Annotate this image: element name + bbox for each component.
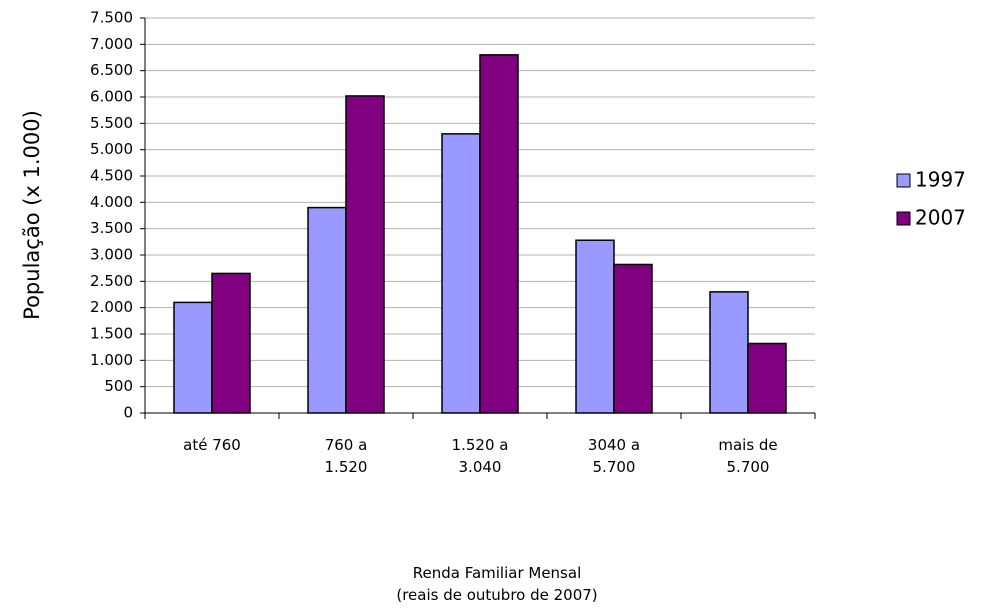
legend-swatch [896,211,911,226]
bar [173,301,213,414]
y-tick-label: 6.500 [90,61,133,79]
y-axis-title: População (x 1.000) [20,110,44,320]
y-tick-label: 5.500 [90,114,133,132]
legend-swatch [896,173,911,188]
y-tick-label: 500 [104,377,133,395]
y-tick-label: 3.500 [90,219,133,237]
x-axis-title: Renda Familiar Mensal (reais de outubro … [396,564,598,604]
y-tick-label: 2.000 [90,298,133,316]
y-tick-label: 3.000 [90,246,133,264]
x-tick-label: 3040 a 5.700 [587,436,641,476]
x-tick-label: 1.520 a 3.040 [451,436,509,476]
x-tick-label: até 760 [183,436,241,454]
y-tick-label: 0 [123,404,133,422]
y-tick-label: 6.000 [90,88,133,106]
legend-label: 2007 [915,206,966,230]
bar [479,54,519,414]
bar [747,342,787,414]
y-tick-label: 4.500 [90,167,133,185]
y-tick-label: 7.500 [90,9,133,27]
bar [709,291,749,414]
x-tick-label: mais de 5.700 [718,436,778,476]
y-tick-label: 1.500 [90,325,133,343]
y-tick-label: 2.500 [90,272,133,290]
bar [575,239,615,414]
x-tick-label: 760 a 1.520 [324,436,368,476]
bar [345,95,385,414]
y-tick-label: 7.000 [90,35,133,53]
bar [307,206,347,414]
bar [613,263,653,414]
bar [441,133,481,414]
y-tick-label: 1.000 [90,351,133,369]
y-tick-label: 5.000 [90,140,133,158]
legend-label: 1997 [915,168,966,192]
bar [211,272,251,414]
y-tick-label: 4.000 [90,193,133,211]
